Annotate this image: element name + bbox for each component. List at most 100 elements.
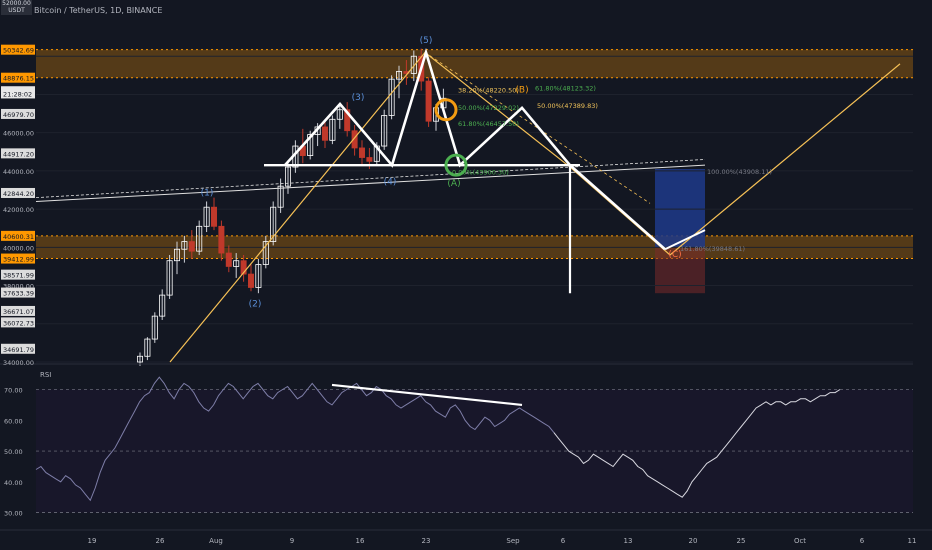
price-axis-label: 44000.00: [3, 168, 34, 176]
candle-body: [136, 355, 143, 363]
rsi-axis-label: 70.00: [4, 387, 23, 395]
x-tick-label: 6: [860, 537, 865, 545]
candle-body: [284, 166, 291, 187]
wave-label: (4): [384, 177, 397, 187]
candle-body: [196, 225, 203, 252]
wave-label: (5): [420, 36, 433, 46]
target-box: [655, 168, 705, 248]
price-label-bg: [1, 44, 35, 55]
head-shoulders-pattern: [284, 47, 666, 251]
price-axis-label: 34000.00: [3, 359, 34, 367]
x-tick-label: 23: [422, 537, 431, 545]
fib-label: 100.00%(43908.11): [707, 168, 772, 176]
wave-label: (A): [447, 179, 460, 189]
candle-body: [188, 241, 195, 252]
rsi-axis-label: 30.00: [4, 510, 23, 518]
candle-body: [351, 130, 358, 149]
resistance-zone-upper: [36, 49, 913, 78]
candle-body: [344, 109, 351, 132]
x-tick-label: Oct: [794, 537, 806, 545]
candle-body: [240, 260, 247, 275]
rsi-axis-label: 40.00: [4, 479, 23, 487]
price-label-bg: [1, 148, 35, 159]
candle-body: [166, 260, 173, 296]
candle-body: [336, 109, 343, 120]
candle-body: [181, 241, 188, 250]
drawing-layer: (1) (2) (3) (4) (5) (A) (B) (C) 38.20%(48220.50)…: [35, 36, 901, 363]
chart-header: Bitcoin / TetherUS, 1D, BINANCE: [22, 4, 162, 16]
fib-label: 161.80%(39848.61): [680, 245, 745, 253]
orange-circle-marker: [434, 98, 458, 122]
trendline-support: [35, 164, 706, 202]
fib-label: 61.80%(48123.32): [535, 85, 596, 93]
candle-layer: [136, 48, 447, 366]
price-axis-label: 34691.79: [3, 346, 34, 354]
x-tick-label: 26: [156, 537, 165, 545]
candle-body: [225, 252, 232, 267]
candle-body: [255, 264, 262, 288]
price-label-bg: [1, 72, 35, 83]
rsi-axis-label: 50.00: [4, 448, 23, 456]
price-axis-label: 42844.20: [3, 190, 34, 198]
x-tick-label: 13: [624, 537, 633, 545]
price-label-bg: [1, 305, 35, 316]
pattern-extension-line: [664, 229, 706, 251]
x-tick-label: 25: [737, 537, 746, 545]
candle-body: [262, 241, 269, 265]
price-label-bg: [1, 187, 35, 198]
grid-layer: [36, 55, 913, 363]
price-axis-label: 44917.20: [3, 150, 34, 158]
price-label-bg: [1, 269, 35, 280]
x-tick-label: 19: [88, 537, 97, 545]
x-tick-label: 6: [561, 537, 566, 545]
candle-body: [159, 294, 166, 317]
rsi-axis-label: 60.00: [4, 417, 23, 425]
wave-label: (2): [249, 300, 262, 310]
candle-body: [395, 71, 402, 80]
candle-body: [307, 134, 314, 156]
price-label-bg: [1, 108, 35, 119]
symbol-badge[interactable]: 52000.00 USDT: [1, 0, 32, 15]
candle-body: [381, 115, 388, 147]
price-axis-label: 36072.73: [3, 319, 34, 327]
price-label-bg: [1, 88, 35, 99]
green-circle-marker: [444, 153, 468, 177]
price-label-bg: [1, 343, 35, 354]
price-axis-label: 42000.00: [3, 206, 34, 214]
rsi-pane: RSI 70.00 60.00 50.00 40.00 30.00: [0, 363, 913, 518]
price-label-bg: [1, 287, 35, 298]
wave-label: (1): [201, 189, 214, 199]
candle-body: [321, 126, 328, 141]
candle-body: [277, 185, 284, 208]
symbol-badge-price: 52000.00: [2, 0, 31, 7]
price-label-bg: [1, 230, 35, 241]
candle-body: [144, 338, 151, 357]
fib-label: 38.20%(48220.50): [458, 87, 519, 95]
candle-body: [210, 206, 217, 227]
fib-label: 50.00%(47389.83): [537, 102, 598, 110]
x-tick-label: Aug: [209, 537, 223, 545]
candle-body: [366, 157, 373, 162]
wave-label: (3): [352, 93, 365, 103]
x-tick-label: 16: [356, 537, 365, 545]
fib-label: 61.80%(46457.50): [458, 120, 519, 128]
symbol-badge-quote: USDT: [8, 7, 25, 14]
candle-body: [270, 206, 277, 242]
candle-body: [388, 78, 395, 116]
rsi-line-recent: [553, 389, 841, 498]
candle-body: [173, 248, 180, 262]
price-axis-label: 39412.99: [3, 256, 34, 264]
price-label-bg: [1, 253, 35, 264]
candle-body: [358, 147, 365, 158]
x-tick-label: 11: [908, 537, 917, 545]
price-axis-label: 38571.99: [3, 272, 34, 280]
wave-label: (C): [668, 250, 681, 260]
price-axis-label: 46979.70: [3, 111, 34, 119]
trendline-dashed: [35, 159, 706, 199]
wave-label: (B): [515, 86, 528, 96]
price-axis-label: 21:28:02: [3, 90, 32, 98]
candle-body: [151, 315, 158, 340]
rsi-title: RSI: [40, 371, 51, 379]
candle-body: [410, 55, 417, 74]
